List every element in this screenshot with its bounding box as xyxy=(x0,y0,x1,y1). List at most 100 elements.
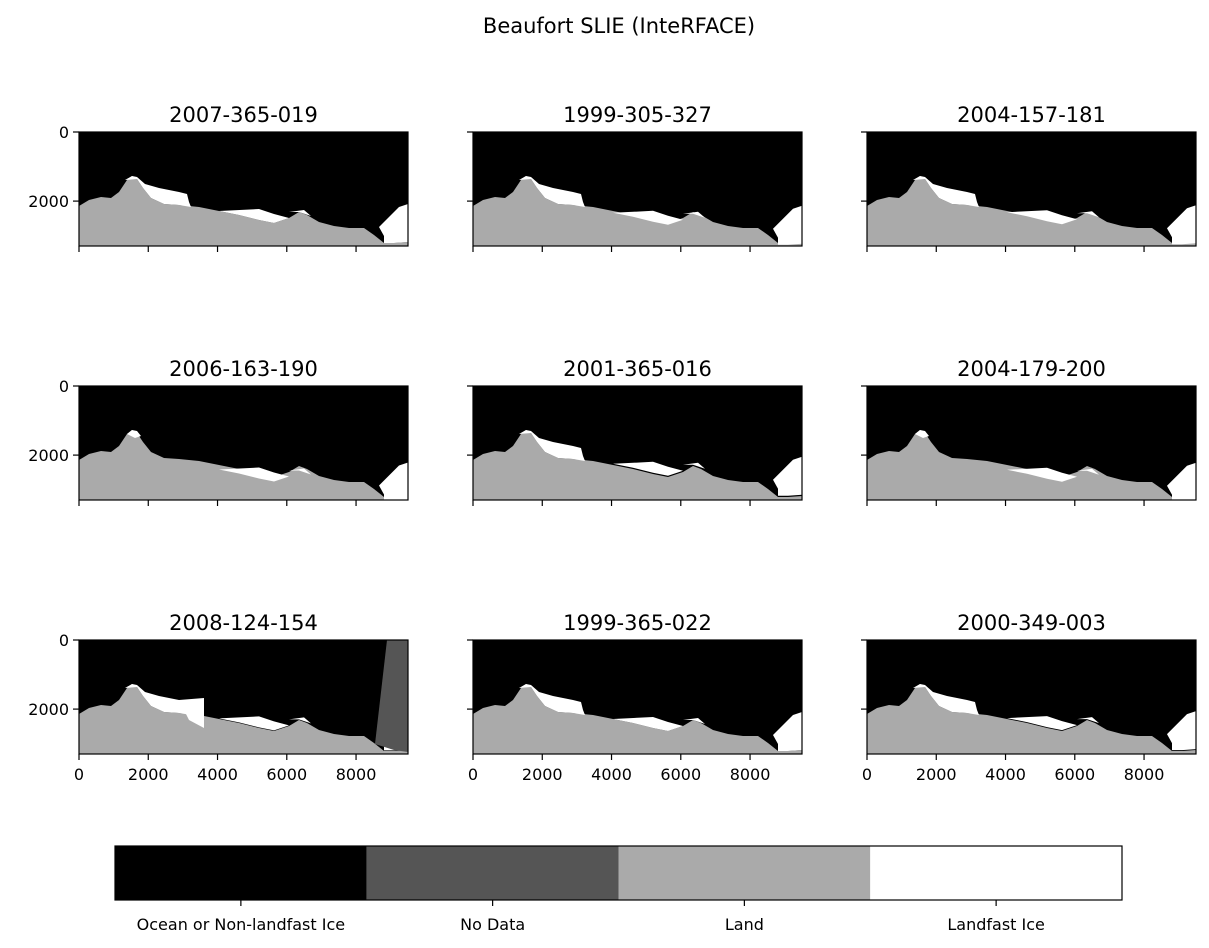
panel-land-area xyxy=(867,430,1196,500)
colorbar-segment xyxy=(618,846,871,900)
x-tick-label: 8000 xyxy=(730,765,771,784)
x-tick-label: 8000 xyxy=(1124,765,1165,784)
panel-title: 1999-305-327 xyxy=(563,103,712,127)
panel-frame xyxy=(472,385,803,501)
panel-4: 2006-163-190 0 2000 xyxy=(28,357,409,506)
panel-land-area xyxy=(867,684,1196,754)
panel-9: 2000-349-003 0 2000 4000 6000 8000 xyxy=(861,611,1197,784)
y-tick-label: 0 xyxy=(59,631,69,650)
panel-title: 2008-124-154 xyxy=(169,611,318,635)
panel-7: 2008-124-154 0 2000 0 2000 4000 6000 8000 xyxy=(28,611,409,784)
panel-landfast-ice xyxy=(683,211,705,218)
panel-8: 1999-365-022 0 2000 4000 6000 8000 xyxy=(467,611,803,784)
panel-landfast-ice xyxy=(1077,211,1099,218)
x-tick-label: 0 xyxy=(74,765,84,784)
colorbar-label: Ocean or Non-landfast Ice xyxy=(137,915,345,934)
panel-no-data-area xyxy=(375,640,408,752)
panel-title: 1999-365-022 xyxy=(563,611,712,635)
x-tick-label: 2000 xyxy=(128,765,169,784)
panel-landfast-ice xyxy=(519,176,585,207)
panel-title: 2006-163-190 xyxy=(169,357,318,381)
panel-landfast-ice xyxy=(773,205,802,245)
x-tick-label: 8000 xyxy=(336,765,377,784)
panel-landfast-ice xyxy=(1167,205,1196,245)
panel-land-area xyxy=(473,684,802,754)
panel-land-area xyxy=(473,430,802,500)
panel-landfast-ice xyxy=(1007,716,1077,731)
panel-5: 2001-365-016 xyxy=(467,357,803,506)
panel-landfast-ice xyxy=(125,176,191,207)
panel-land-area xyxy=(79,430,408,500)
panel-landfast-ice xyxy=(289,468,311,475)
colorbar-segment xyxy=(366,846,619,900)
panel-landfast-ice xyxy=(289,210,311,216)
panel-landfast-ice xyxy=(127,430,141,438)
panel-6: 2004-179-200 xyxy=(861,357,1197,506)
panel-landfast-ice xyxy=(125,684,191,715)
panel-title: 2007-365-019 xyxy=(169,103,318,127)
panel-landfast-ice xyxy=(219,467,289,482)
y-tick-label: 0 xyxy=(59,123,69,142)
panel-landfast-ice xyxy=(219,209,289,223)
x-tick-label: 4000 xyxy=(591,765,632,784)
x-tick-label: 6000 xyxy=(266,765,307,784)
panel-landfast-ice xyxy=(1007,467,1077,482)
panel-landfast-ice xyxy=(683,718,705,724)
panel-2: 1999-305-327 xyxy=(467,103,803,252)
panel-frame xyxy=(866,639,1197,755)
panel-landfast-ice xyxy=(1077,717,1099,724)
x-tick-label: 4000 xyxy=(985,765,1026,784)
panel-frame xyxy=(78,385,409,501)
panel-landfast-ice xyxy=(519,684,585,715)
panel-landfast-ice xyxy=(1077,468,1099,475)
panel-title: 2001-365-016 xyxy=(563,357,712,381)
x-tick-label: 2000 xyxy=(522,765,563,784)
panel-landfast-ice xyxy=(1167,462,1196,502)
panel-landfast-ice xyxy=(915,430,929,438)
panel-landfast-ice xyxy=(219,716,289,731)
panel-land-area xyxy=(473,176,802,246)
x-tick-label: 6000 xyxy=(660,765,701,784)
panel-frame xyxy=(472,131,803,247)
x-tick-label: 0 xyxy=(468,765,478,784)
colorbar-segment xyxy=(870,846,1122,900)
panel-landfast-ice xyxy=(913,684,979,715)
y-tick-label: 2000 xyxy=(28,700,69,719)
panel-landfast-ice xyxy=(289,717,311,724)
panel-landfast-ice xyxy=(519,430,585,461)
panel-landfast-ice xyxy=(379,462,408,502)
colorbar-label: Landfast Ice xyxy=(947,915,1045,934)
panel-landfast-ice xyxy=(1167,711,1196,751)
y-tick-label: 0 xyxy=(59,377,69,396)
x-tick-label: 4000 xyxy=(197,765,238,784)
panel-frame xyxy=(78,639,409,755)
panel-title: 2000-349-003 xyxy=(957,611,1106,635)
panel-frame xyxy=(866,131,1197,247)
panel-frame xyxy=(472,639,803,755)
panel-frame xyxy=(78,131,409,247)
panel-land-area xyxy=(79,176,408,246)
panel-landfast-ice xyxy=(613,717,683,731)
panel-landfast-ice xyxy=(379,204,408,243)
panel-1: 2007-365-019 0 2000 xyxy=(28,103,409,252)
panel-grid: 2007-365-019 0 2000 1999-305-327 2004-157-18… xyxy=(28,103,1197,784)
colorbar-label: Land xyxy=(725,915,764,934)
panel-title: 2004-157-181 xyxy=(957,103,1106,127)
panel-landfast-ice xyxy=(613,210,683,225)
panel-landfast-ice xyxy=(179,698,204,728)
y-tick-label: 2000 xyxy=(28,192,69,211)
panel-landfast-ice xyxy=(1007,210,1077,225)
panel-title: 2004-179-200 xyxy=(957,357,1106,381)
colorbar: Ocean or Non-landfast Ice No Data Land Land… xyxy=(114,845,1123,934)
y-tick-label: 2000 xyxy=(28,446,69,465)
panel-landfast-ice xyxy=(773,712,802,751)
x-tick-label: 0 xyxy=(862,765,872,784)
panel-3: 2004-157-181 xyxy=(861,103,1197,252)
panel-landfast-ice xyxy=(683,462,705,469)
x-tick-label: 6000 xyxy=(1054,765,1095,784)
figure-title: Beaufort SLIE (InteRFACE) xyxy=(483,14,755,38)
panel-land-area xyxy=(867,176,1196,246)
colorbar-segment xyxy=(115,846,367,900)
panel-landfast-ice xyxy=(913,176,979,207)
